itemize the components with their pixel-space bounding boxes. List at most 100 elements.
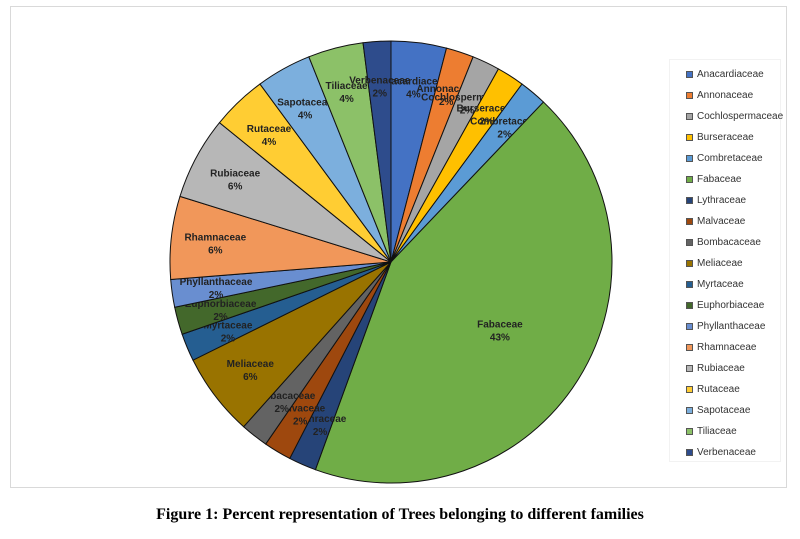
slice-percent-label: 2%: [460, 105, 475, 116]
legend-label: Burseraceae: [697, 132, 754, 143]
pie-slice-fabaceae: [314, 101, 613, 484]
legend-label: Rhamnaceae: [697, 342, 757, 353]
legend-swatch: [686, 176, 693, 183]
legend-label: Myrtaceae: [697, 279, 744, 290]
legend-item-tiliaceae: Tiliaceae: [686, 421, 780, 442]
slice-name-label: Meliaceae: [227, 359, 275, 370]
slice-percent-label: 2%: [313, 427, 328, 438]
legend-item-phyllanthaceae: Phyllanthaceae: [686, 316, 780, 337]
legend-item-rhamnaceae: Rhamnaceae: [686, 337, 780, 358]
slice-percent-label: 6%: [243, 372, 258, 383]
legend-swatch: [686, 428, 693, 435]
slice-name-label: Anacardiaceae: [378, 77, 449, 88]
legend-item-malvaceae: Malvaceae: [686, 211, 780, 232]
slice-percent-label: 4%: [339, 94, 354, 105]
legend-item-meliaceae: Meliaceae: [686, 253, 780, 274]
legend-item-burseraceae: Burseraceae: [686, 127, 780, 148]
slice-name-label: Annonaceae: [416, 84, 476, 95]
legend-label: Anacardiaceae: [697, 69, 764, 80]
slice-percent-label: 4%: [406, 90, 421, 101]
legend-swatch: [686, 449, 693, 456]
slice-percent-label: 2%: [439, 97, 454, 108]
legend-item-anacardiaceae: Anacardiaceae: [686, 64, 780, 85]
pie-slice-verbenaceae: [362, 40, 392, 263]
slice-name-label: Combretaceae: [470, 117, 539, 128]
slice-percent-label: 2%: [274, 404, 289, 415]
legend-label: Tiliaceae: [697, 426, 737, 437]
legend-swatch: [686, 365, 693, 372]
slice-name-label: Bombacaceae: [248, 391, 316, 402]
slice-percent-label: 2%: [293, 417, 308, 428]
slice-name-label: Rubiaceae: [210, 169, 260, 180]
slice-name-label: Malvaceae: [275, 404, 325, 415]
legend-label: Phyllanthaceae: [697, 321, 766, 332]
legend-item-verbenaceae: Verbenaceae: [686, 442, 780, 463]
legend-swatch: [686, 197, 693, 204]
slice-percent-label: 2%: [221, 333, 236, 344]
slice-percent-label: 2%: [209, 290, 224, 301]
slice-name-label: Burseraceae: [457, 103, 517, 114]
legend-item-rutaceae: Rutaceae: [686, 379, 780, 400]
slice-percent-label: 4%: [298, 111, 313, 122]
legend-swatch: [686, 344, 693, 351]
slice-percent-label: 6%: [208, 245, 223, 256]
slice-name-label: Cochlospermaceae: [421, 92, 513, 103]
legend-swatch: [686, 155, 693, 162]
legend-label: Annonaceae: [697, 90, 754, 101]
legend-swatch: [686, 239, 693, 246]
slice-name-label: Euphorbiaceae: [185, 299, 257, 310]
legend-label: Euphorbiaceae: [697, 300, 765, 311]
slice-name-label: Lythraceae: [294, 414, 347, 425]
legend-label: Rubiaceae: [697, 363, 745, 374]
legend-swatch: [686, 407, 693, 414]
legend-item-rubiaceae: Rubiaceae: [686, 358, 780, 379]
slice-percent-label: 2%: [213, 312, 228, 323]
slice-percent-label: 2%: [479, 116, 494, 127]
slice-name-label: Myrtaceae: [203, 320, 252, 331]
slice-percent-label: 43%: [490, 333, 510, 344]
slice-name-label: Fabaceae: [477, 320, 523, 331]
legend-swatch: [686, 71, 693, 78]
legend-label: Rutaceae: [697, 384, 740, 395]
legend-item-myrtaceae: Myrtaceae: [686, 274, 780, 295]
figure-caption: Figure 1: Percent representation of Tree…: [156, 506, 644, 523]
legend-swatch: [686, 134, 693, 141]
chart-legend: Anacardiaceae Annonaceae Cochlospermaceae B…: [669, 59, 784, 463]
legend-swatch: [686, 113, 693, 120]
slice-percent-label: 2%: [373, 89, 388, 100]
pie-chart: Anacardiaceae4%Annonaceae2%Cochlospermac…: [169, 40, 613, 484]
slice-name-label: Phyllanthaceae: [180, 277, 253, 288]
legend-item-euphorbiaceae: Euphorbiaceae: [686, 295, 780, 316]
legend-item-bombacaceae: Bombacaceae: [686, 232, 780, 253]
slice-name-label: Rhamnaceae: [184, 232, 246, 243]
legend-label: Cochlospermaceae: [697, 111, 784, 122]
slice-percent-label: 2%: [497, 130, 512, 141]
legend-item-sapotaceae: Sapotaceae: [686, 400, 780, 421]
legend-label: Meliaceae: [697, 258, 743, 269]
legend-item-cochlospermaceae: Cochlospermaceae: [686, 106, 784, 127]
slice-percent-label: 6%: [228, 182, 243, 193]
legend-swatch: [686, 323, 693, 330]
legend-swatch: [686, 302, 693, 309]
slice-name-label: Sapotaceae: [277, 98, 333, 109]
legend-label: Bombacaceae: [697, 237, 761, 248]
chart-area: Anacardiaceae 4% Annonaceae 2% Cochlospermac…: [10, 6, 787, 488]
legend-swatch: [686, 281, 693, 288]
legend-item-annonaceae: Annonaceae: [686, 85, 780, 106]
legend-item-combretaceae: Combretaceae: [686, 148, 780, 169]
slice-name-label: Tiliaceae: [326, 81, 369, 92]
slice-name-label: Rutaceae: [247, 124, 292, 135]
legend-label: Fabaceae: [697, 174, 742, 185]
legend-label: Verbenaceae: [697, 447, 756, 458]
legend-label: Malvaceae: [697, 216, 746, 227]
legend-label: Combretaceae: [697, 153, 763, 164]
legend-label: Sapotaceae: [697, 405, 751, 416]
legend-swatch: [686, 92, 693, 99]
legend-item-lythraceae: Lythraceae: [686, 190, 780, 211]
legend-item-fabaceae: Fabaceae: [686, 169, 780, 190]
legend-swatch: [686, 260, 693, 267]
legend-swatch: [686, 218, 693, 225]
slice-name-label: Verbenaceae: [349, 76, 411, 87]
legend-label: Lythraceae: [697, 195, 747, 206]
legend-swatch: [686, 386, 693, 393]
